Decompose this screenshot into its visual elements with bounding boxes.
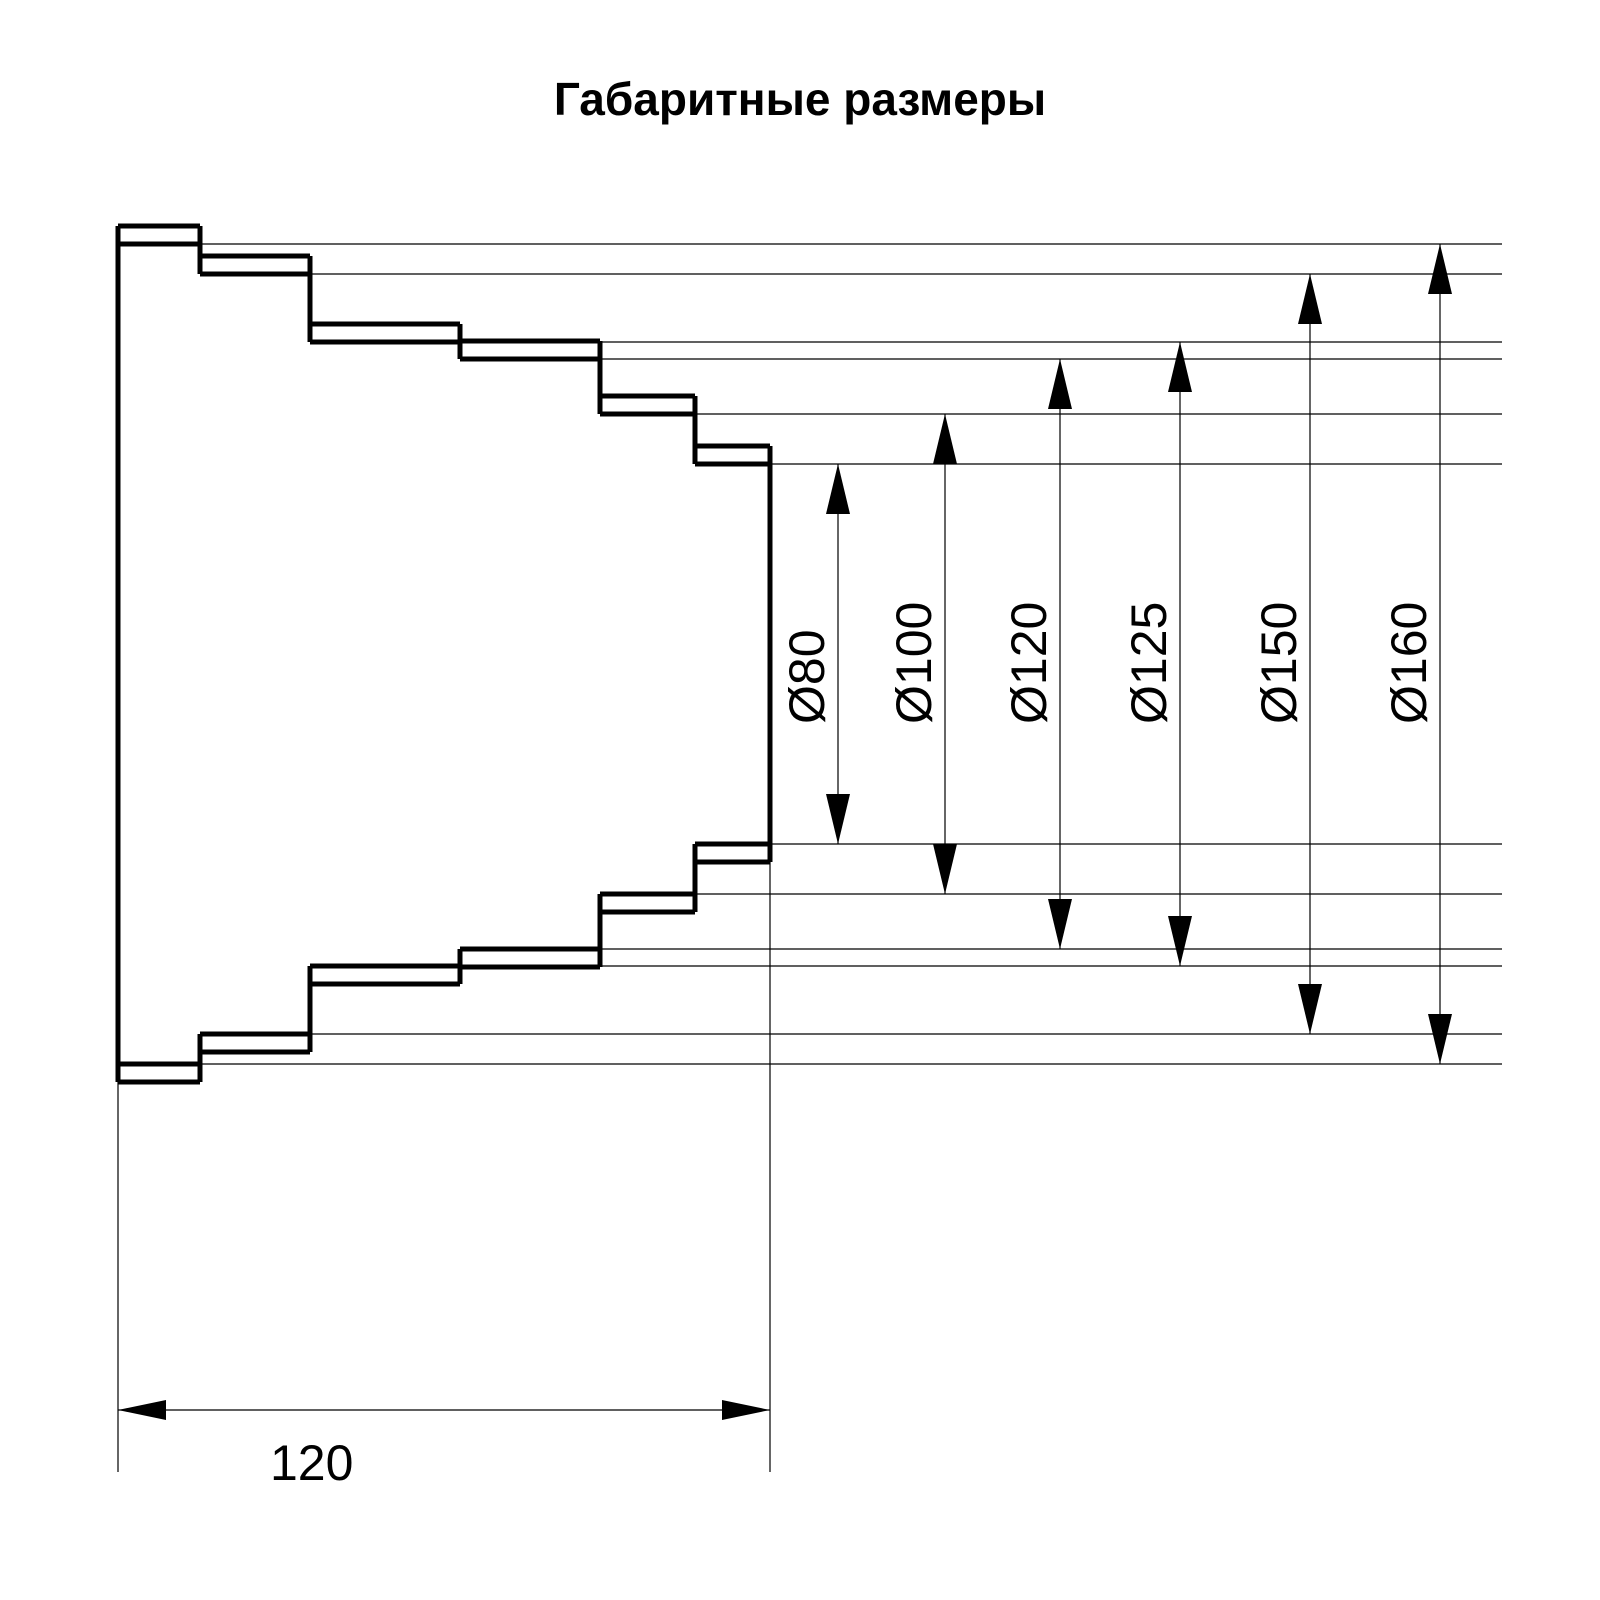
- dim-label-d80: Ø80: [779, 629, 835, 724]
- dim-label-width: 120: [270, 1435, 353, 1491]
- page-title: Габаритные размеры: [0, 72, 1600, 126]
- dimension-drawing: Ø160 Ø150 Ø125 Ø120 Ø100 Ø80 120: [0, 0, 1600, 1600]
- dim-label-d120: Ø120: [1001, 602, 1057, 724]
- dim-label-d100: Ø100: [886, 602, 942, 724]
- dim-label-d125: Ø125: [1121, 602, 1177, 724]
- dim-label-d150: Ø150: [1251, 602, 1307, 724]
- dim-label-d160: Ø160: [1381, 602, 1437, 724]
